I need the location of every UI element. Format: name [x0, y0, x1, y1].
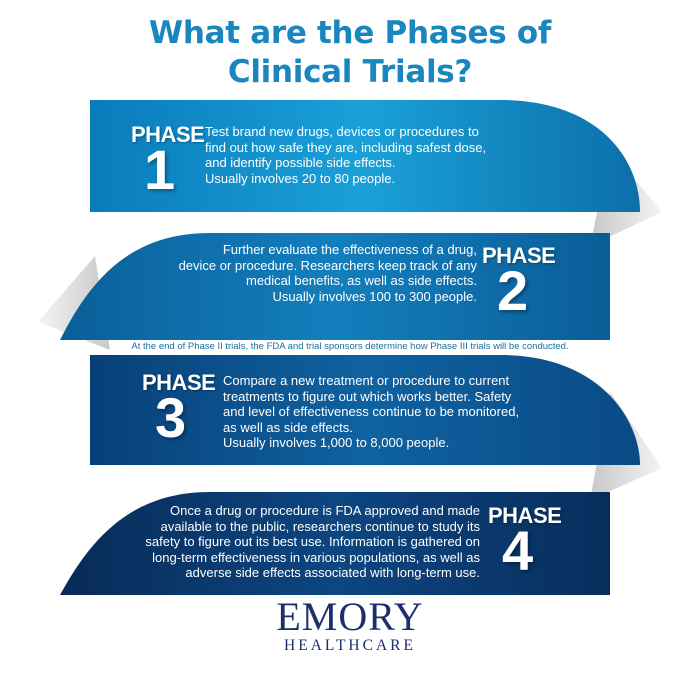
phase-2-line: medical benefits, as well as side effect…	[246, 273, 477, 288]
phase-4-number: 4	[502, 519, 534, 582]
phase-1-line: Usually involves 20 to 80 people.	[205, 170, 396, 186]
phase-2-line: device or procedure. Researchers keep tr…	[178, 257, 477, 273]
phase-3-line: treatments to figure out which works bet…	[223, 388, 512, 404]
phase-1-label: PHASE	[131, 122, 205, 147]
phase-4-line: long-term effectiveness in various popul…	[152, 549, 480, 565]
emory-logo-subtitle: HEALTHCARE	[284, 637, 416, 654]
page-title-line-1: What are the Phases of	[148, 15, 552, 51]
phase-1-description: Test brand new drugs, devices or procedu…	[205, 124, 486, 186]
phase-4-label: PHASE	[488, 503, 562, 528]
phase-3-line: as well as side effects.	[223, 419, 353, 435]
transition-note: At the end of Phase II trials, the FDA a…	[131, 341, 569, 352]
phase-3-label: PHASE	[142, 370, 216, 395]
phase-1-line: find out how safe they are, including sa…	[205, 139, 487, 155]
page-title-line-2: Clinical Trials?	[227, 54, 473, 90]
phase-2-number: 2	[497, 259, 529, 322]
phase-4-description: Once a drug or procedure is FDA approved…	[110, 503, 480, 581]
phase-3-line: and level of effectiveness continue to b…	[223, 404, 520, 419]
phase-4-line: safety to figure out its best use. Infor…	[145, 534, 480, 549]
ribbon-phase-2	[60, 233, 610, 340]
phase-1-line: and identify possible side effects.	[205, 155, 396, 170]
phase-2-line: Usually involves 100 to 300 people.	[272, 288, 477, 304]
phase-3-line: Usually involves 1,000 to 8,000 people.	[223, 435, 450, 450]
phase-4-line: adverse side effects associated with lon…	[185, 565, 480, 580]
phase-4-line: available to the public, researchers con…	[160, 518, 480, 534]
phase-1-number: 1	[144, 138, 176, 201]
emory-logo-wordmark: EMORY	[276, 594, 424, 639]
phase-2-label: PHASE	[482, 243, 556, 268]
phase-1-line: Test brand new drugs, devices or procedu…	[205, 124, 479, 139]
ribbon-phase-1	[90, 100, 640, 212]
phase-2-description: Further evaluate the effectiveness of a …	[170, 242, 477, 304]
phase-2-line: Further evaluate the effectiveness of a …	[222, 242, 477, 257]
ribbon-phase-3	[90, 355, 640, 465]
phase-3-line: Compare a new treatment or procedure to …	[223, 373, 510, 388]
phase-3-description: Compare a new treatment or procedure to …	[223, 373, 519, 451]
phase-4-line: Once a drug or procedure is FDA approved…	[169, 503, 480, 518]
ribbon-phase-4	[60, 492, 610, 595]
phase-3-number: 3	[155, 386, 187, 449]
